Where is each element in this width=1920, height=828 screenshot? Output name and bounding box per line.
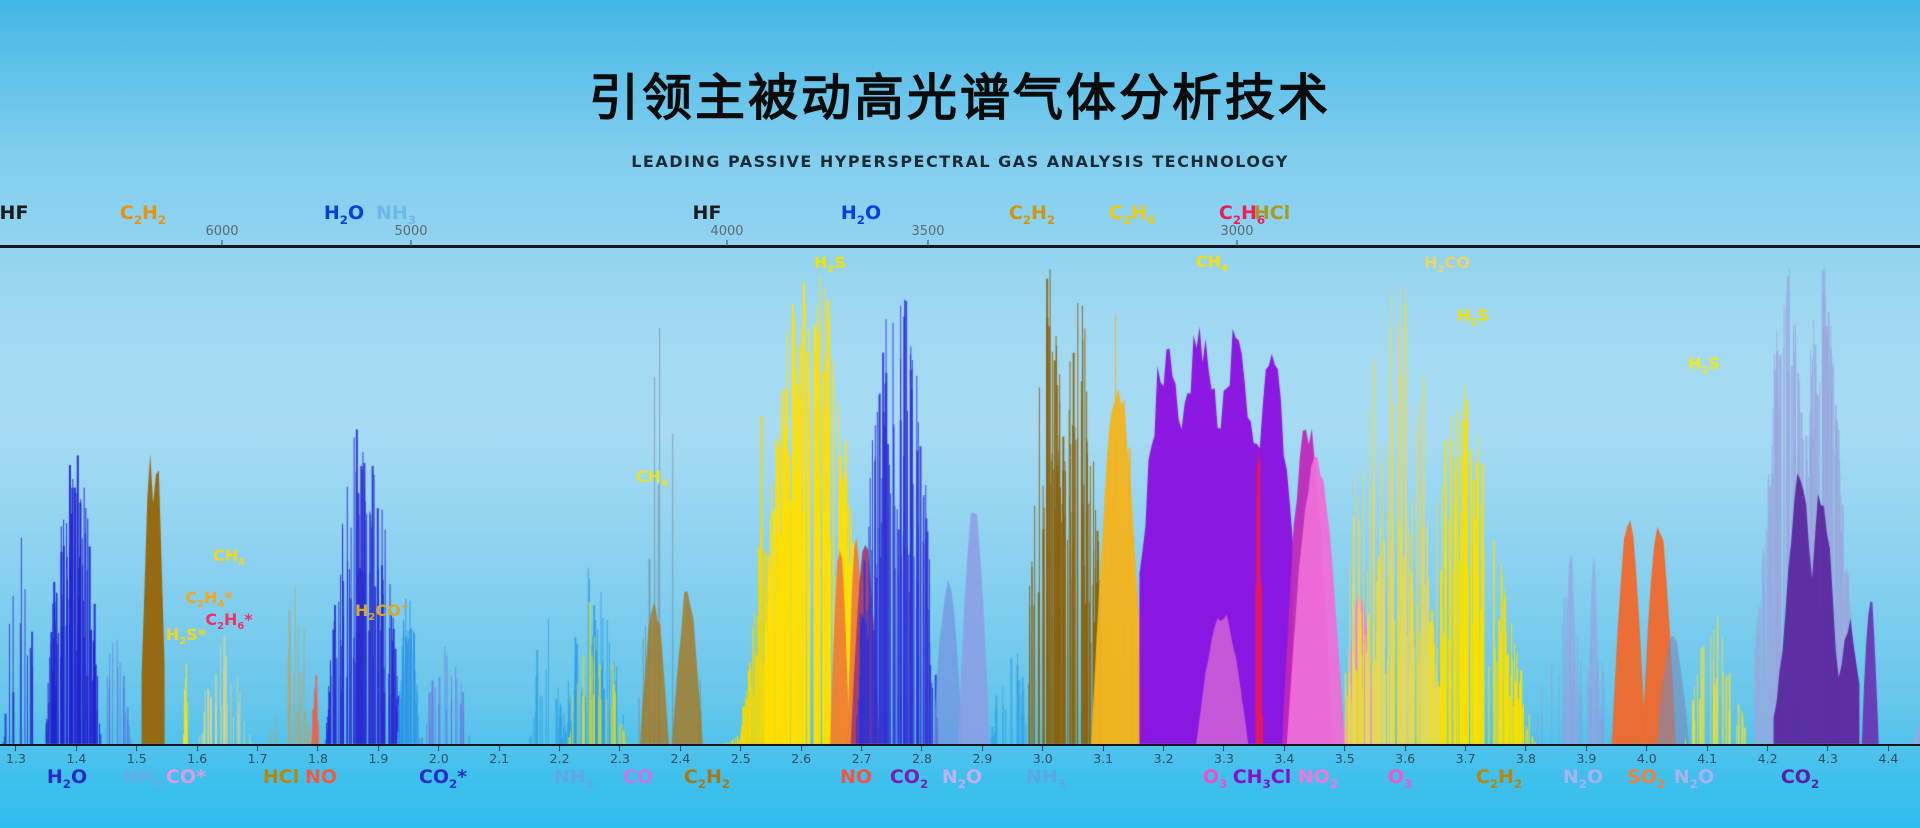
bottom-axis-line [0, 744, 1920, 746]
top-axis-line [0, 245, 1920, 248]
page-subtitle: LEADING PASSIVE HYPERSPECTRAL GAS ANALYS… [631, 152, 1289, 171]
page-title: 引领主被动高光谱气体分析技术 [589, 69, 1331, 127]
